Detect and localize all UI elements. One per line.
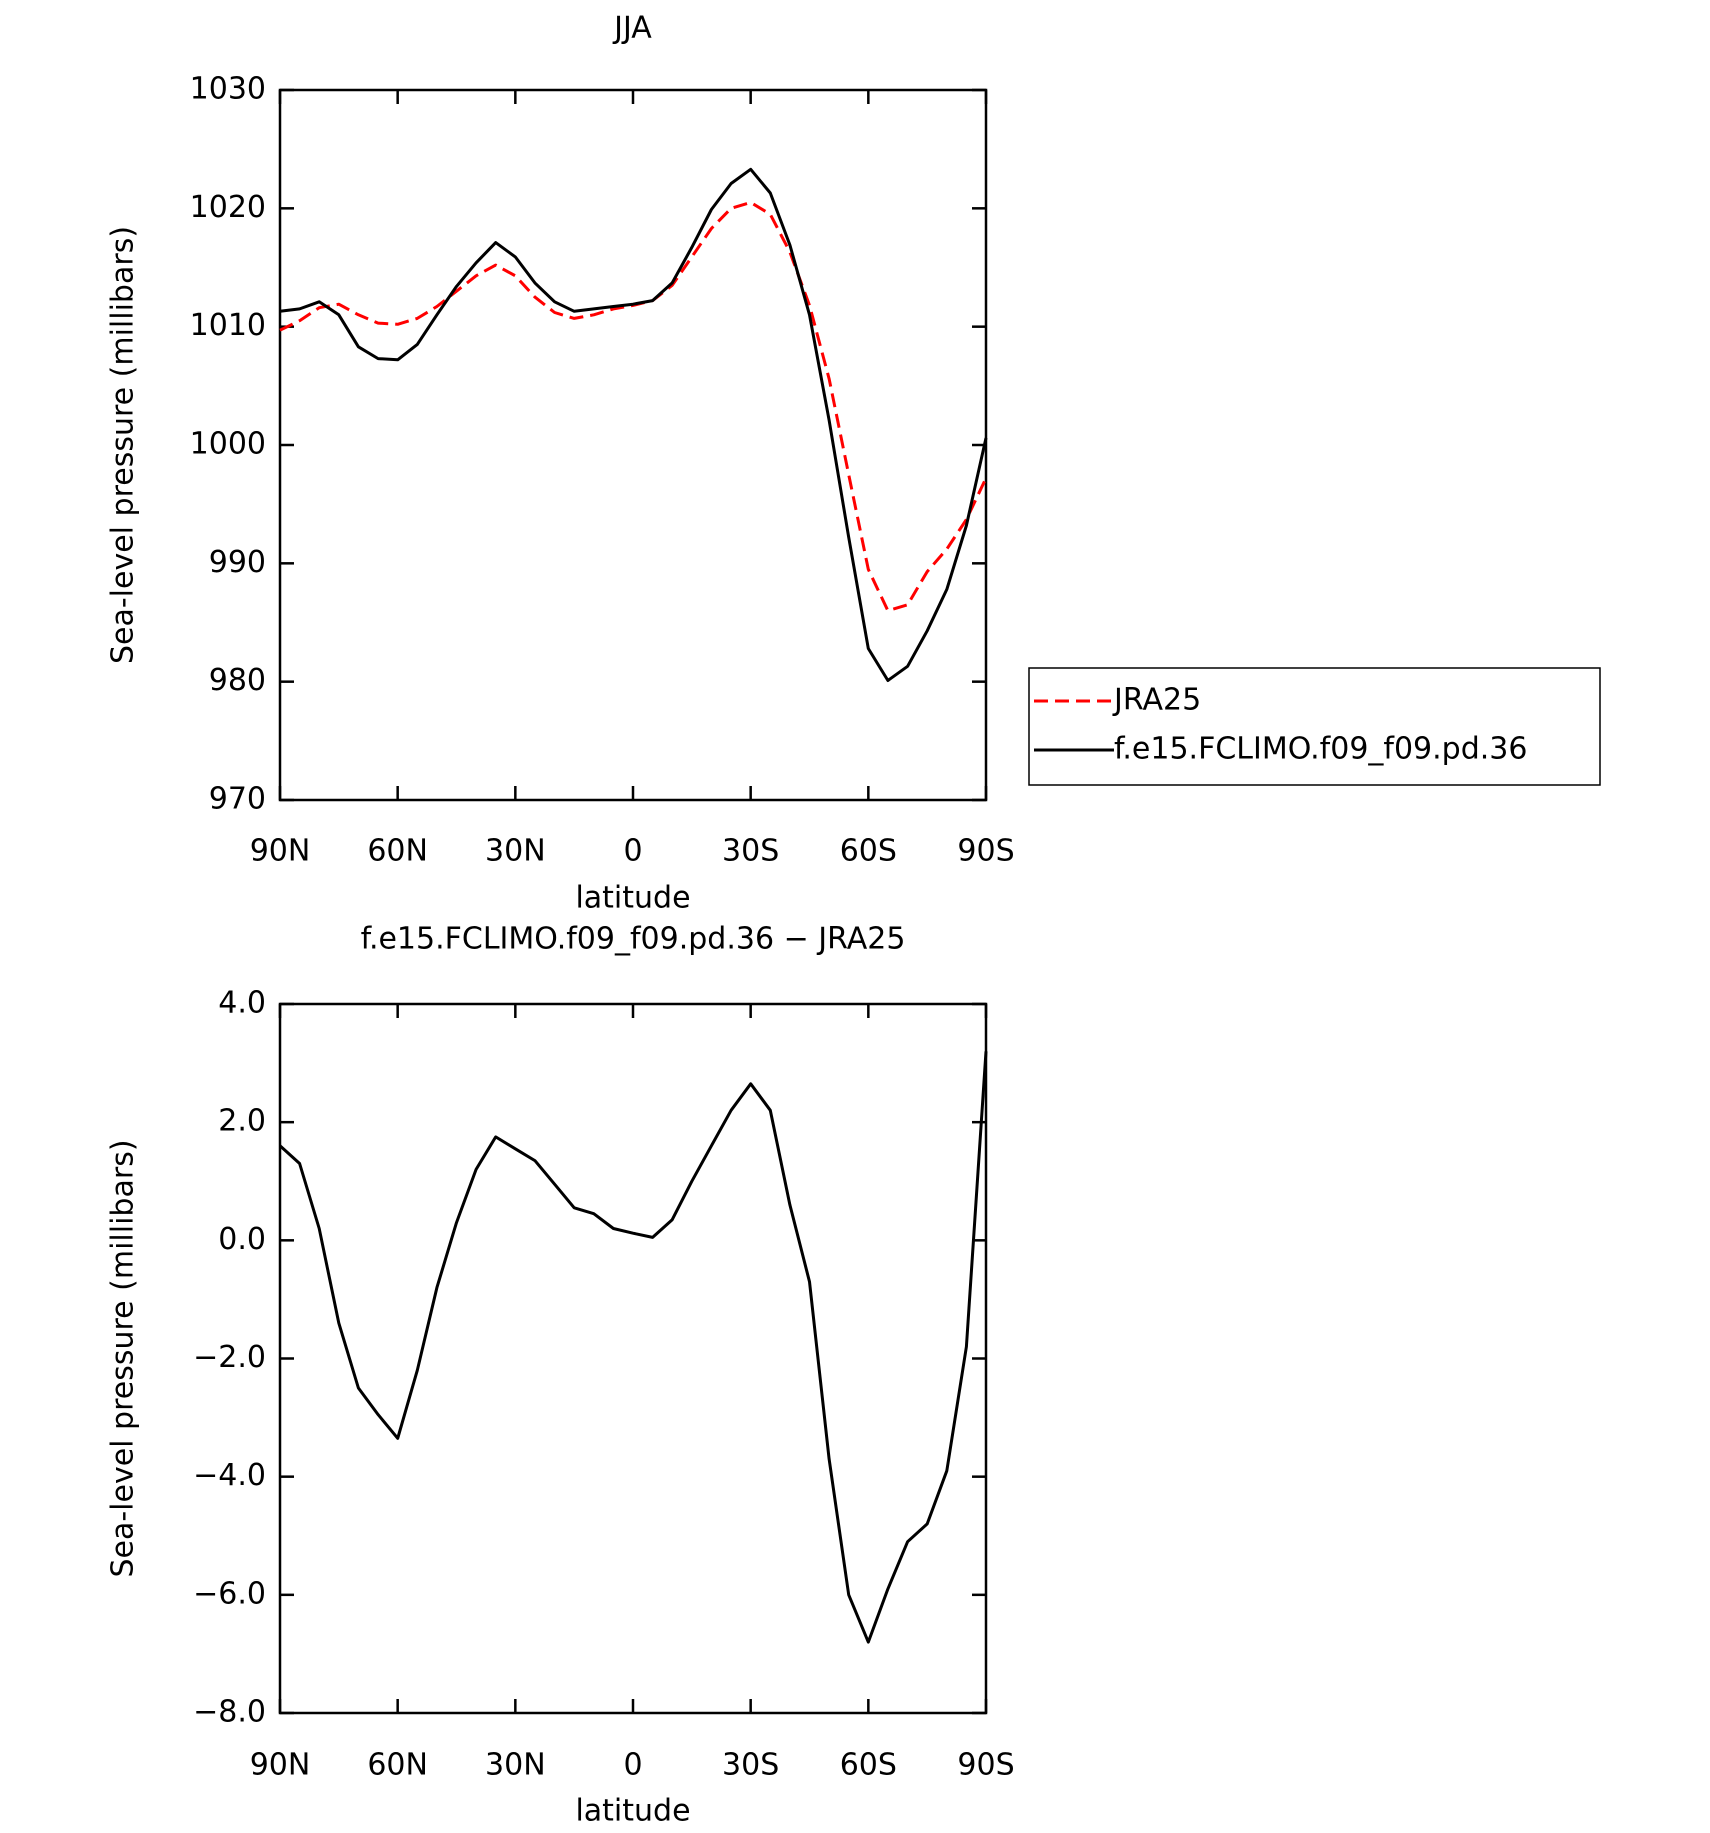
y-tick-label: 0.0 xyxy=(218,1222,266,1257)
plot-frame xyxy=(278,88,988,802)
x-tick-label: 60S xyxy=(840,834,897,869)
x-tick-label: 60N xyxy=(367,834,428,869)
y-axis-label: Sea-level pressure (millibars) xyxy=(106,1139,141,1577)
y-tick-label: 2.0 xyxy=(218,1104,266,1139)
x-axis-label: latitude xyxy=(575,1794,690,1829)
y-tick-label: 1000 xyxy=(190,427,266,462)
y-tick-label: 980 xyxy=(209,663,266,698)
y-tick-label: −2.0 xyxy=(193,1340,266,1375)
legend-box xyxy=(1028,667,1601,786)
y-tick-label: −6.0 xyxy=(193,1576,266,1611)
x-tick-label: 60S xyxy=(840,1748,897,1783)
x-tick-label: 90N xyxy=(250,1748,311,1783)
y-tick-label: 1030 xyxy=(190,72,266,107)
y-tick-label: 4.0 xyxy=(218,986,266,1021)
chart-title: JJA xyxy=(612,11,652,46)
y-tick-label: 970 xyxy=(209,782,266,817)
x-axis-label: latitude xyxy=(575,881,690,916)
x-tick-label: 30N xyxy=(485,834,546,869)
x-tick-label: 90S xyxy=(957,1748,1014,1783)
y-tick-label: 990 xyxy=(209,545,266,580)
x-tick-label: 0 xyxy=(623,1748,642,1783)
x-tick-label: 60N xyxy=(367,1748,428,1783)
y-axis-label: Sea-level pressure (millibars) xyxy=(106,226,141,664)
y-tick-label: 1020 xyxy=(190,190,266,225)
chart-title: f.e15.FCLIMO.f09_f09.pd.36 − JRA25 xyxy=(361,922,906,957)
y-tick-label: −8.0 xyxy=(193,1695,266,1730)
data-line xyxy=(278,1051,988,1644)
y-tick-label: 1010 xyxy=(190,308,266,343)
legend-label: f.e15.FCLIMO.f09_f09.pd.36 xyxy=(1114,732,1527,767)
x-tick-label: 90S xyxy=(957,834,1014,869)
data-line xyxy=(279,167,988,682)
y-tick-label: −4.0 xyxy=(193,1458,266,1493)
x-tick-label: 30N xyxy=(485,1748,546,1783)
x-tick-label: 30S xyxy=(722,834,779,869)
data-line xyxy=(279,200,988,613)
x-tick-label: 30S xyxy=(722,1748,779,1783)
x-tick-label: 90N xyxy=(250,834,311,869)
legend-label: JRA25 xyxy=(1112,683,1201,718)
x-tick-label: 0 xyxy=(623,834,642,869)
